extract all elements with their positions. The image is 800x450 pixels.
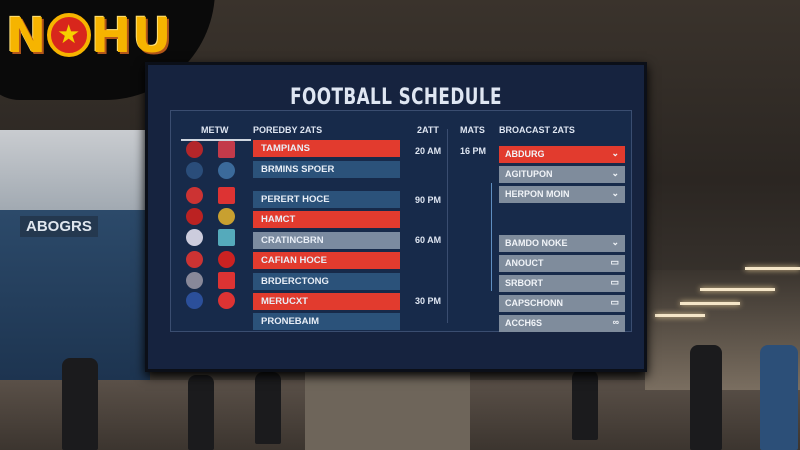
person bbox=[760, 345, 798, 450]
nohu-logo: N ★ HU bbox=[6, 8, 173, 64]
chevron-down-icon: ⌄ bbox=[611, 237, 619, 247]
match-time: 60 AM bbox=[415, 235, 442, 245]
team-row[interactable]: CAFIAN HOCE bbox=[253, 252, 400, 269]
header-mats: MATS bbox=[460, 125, 485, 135]
broadcast-label: AGITUPON bbox=[505, 169, 553, 179]
screen-title: FOOTBALL SCHEDULE bbox=[290, 85, 502, 110]
divider bbox=[491, 183, 492, 291]
ceiling-light bbox=[680, 302, 740, 305]
team-crest-icon bbox=[218, 292, 235, 309]
team-crest-icon bbox=[218, 208, 235, 225]
tv-icon: ▭ bbox=[610, 277, 619, 287]
broadcast-item[interactable]: BAMDO NOKE ⌄ bbox=[499, 235, 625, 252]
header-teams: METW bbox=[201, 125, 229, 135]
broadcast-item[interactable]: ANOUCT ▭ bbox=[499, 255, 625, 272]
match-time: 90 PM bbox=[415, 195, 442, 205]
mats-time: 16 PM bbox=[460, 146, 487, 156]
broadcast-label: ANOUCT bbox=[505, 258, 544, 268]
divider bbox=[447, 129, 448, 323]
team-crest-icon bbox=[186, 292, 203, 309]
person bbox=[690, 345, 722, 450]
team-crest-icon bbox=[186, 251, 203, 268]
team-row[interactable]: PRONEBAIM bbox=[253, 313, 400, 330]
broadcast-label: CAPSCHONN bbox=[505, 298, 564, 308]
broadcast-label: ACCH6S bbox=[505, 318, 543, 328]
sky bbox=[0, 130, 150, 225]
header-matches: POREDBY 2ATS bbox=[253, 125, 323, 135]
header-broadcast: BROACAST 2ATS bbox=[499, 125, 575, 135]
broadcast-label: HERPON MOIN bbox=[505, 189, 570, 199]
stadium-sign: ABOGRS bbox=[20, 216, 98, 237]
person bbox=[255, 372, 281, 444]
header-underline bbox=[181, 139, 251, 141]
team-row[interactable]: BRMINS SPOER bbox=[253, 161, 400, 178]
broadcast-label: SRBORT bbox=[505, 278, 543, 288]
broadcast-item[interactable]: ABDURG ⌄ bbox=[499, 146, 625, 163]
team-crest-icon bbox=[218, 272, 235, 289]
header-time: 2ATT bbox=[417, 125, 439, 135]
broadcast-label: BAMDO NOKE bbox=[505, 238, 568, 248]
broadcast-item[interactable]: CAPSCHONN ▭ bbox=[499, 295, 625, 312]
match-time: 30 PM bbox=[415, 296, 442, 306]
team-row[interactable]: CRATINCBRN bbox=[253, 232, 400, 249]
team-crest-icon bbox=[186, 229, 203, 246]
broadcast-item[interactable]: AGITUPON ⌄ bbox=[499, 166, 625, 183]
team-row[interactable]: PERERT HOCE bbox=[253, 191, 400, 208]
tv-icon: ▭ bbox=[610, 297, 619, 307]
chevron-down-icon: ⌄ bbox=[611, 188, 619, 198]
team-crest-icon bbox=[186, 187, 203, 204]
ceiling-light bbox=[655, 314, 705, 317]
broadcast-item[interactable]: HERPON MOIN ⌄ bbox=[499, 186, 625, 203]
team-crest-icon bbox=[218, 162, 235, 179]
team-row[interactable]: HAMCT bbox=[253, 211, 400, 228]
infinity-icon: ∞ bbox=[612, 317, 619, 327]
team-row[interactable]: BRDERCTONG bbox=[253, 273, 400, 290]
team-crest-icon bbox=[218, 229, 235, 246]
person bbox=[188, 375, 214, 450]
team-row[interactable]: MERUCXT bbox=[253, 293, 400, 310]
team-crest-icon bbox=[186, 162, 203, 179]
team-row[interactable]: TAMPIANS bbox=[253, 140, 400, 157]
broadcast-item[interactable]: SRBORT ▭ bbox=[499, 275, 625, 292]
match-time: 20 AM bbox=[415, 146, 442, 156]
team-crest-icon bbox=[218, 251, 235, 268]
team-crest-icon bbox=[186, 208, 203, 225]
team-crest-icon bbox=[218, 141, 235, 158]
pillar bbox=[305, 370, 470, 450]
tv-icon: ▭ bbox=[610, 257, 619, 267]
ceiling-light bbox=[745, 267, 800, 270]
broadcast-item[interactable]: ACCH6S ∞ bbox=[499, 315, 625, 332]
schedule-screen: FOOTBALL SCHEDULE METW POREDBY 2ATS 2ATT… bbox=[145, 62, 647, 372]
chevron-down-icon: ⌄ bbox=[611, 148, 619, 158]
chevron-down-icon: ⌄ bbox=[611, 168, 619, 178]
broadcast-label: ABDURG bbox=[505, 149, 545, 159]
team-crest-icon bbox=[186, 272, 203, 289]
schedule-table: METW POREDBY 2ATS 2ATT MATS BROACAST 2AT… bbox=[170, 110, 632, 332]
stadium-stands bbox=[0, 210, 150, 380]
person bbox=[572, 370, 598, 440]
team-crest-icon bbox=[186, 141, 203, 158]
ceiling-light bbox=[700, 288, 775, 291]
person bbox=[62, 358, 98, 450]
team-crest-icon bbox=[218, 187, 235, 204]
